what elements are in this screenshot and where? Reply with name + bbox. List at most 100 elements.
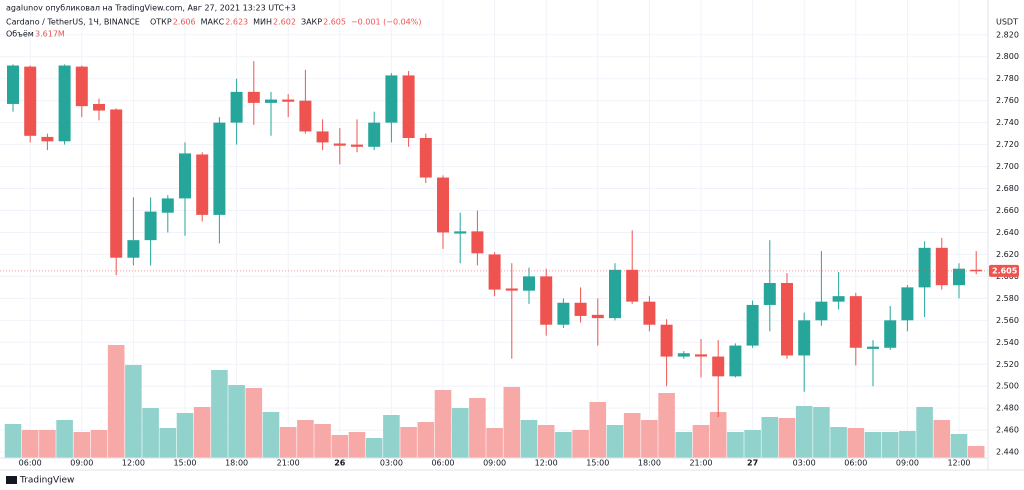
candle-body [24,66,37,136]
candle-body [368,122,381,147]
ohlc: ОТКР 2.606 МАКС 2.623 МИН 2.602 ЗАКР 2.605 −0.00… [150,18,421,27]
candle-body [437,177,449,233]
candle-body [419,138,432,178]
volume-bar [262,412,280,458]
ohlc-value: 2.602 [273,18,296,27]
volume-bar [56,420,73,458]
last-price-label: 2.605 [992,266,1018,275]
volume-bar [675,432,693,458]
x-tick-label: 12:00 [122,459,145,468]
candle-body [247,91,260,103]
candle-body [798,320,811,356]
candle-body [488,254,501,290]
candle-body [213,122,226,215]
x-tick-label: 15:00 [586,459,609,468]
volume-bar [795,406,813,458]
candle-body [540,276,553,325]
y-tick-label: 2.500 [996,382,1019,391]
candle-body [402,75,415,139]
volume-bar [21,430,39,458]
candle-body [161,198,174,213]
volume-bar [142,408,159,458]
volume-bar [193,407,211,458]
volume-name: Объём [6,30,34,39]
ohlc-label: ЗАКР [301,18,322,27]
x-tick-label: 09:00 [483,459,506,468]
volume-bar [39,430,56,458]
candle-body [660,324,673,357]
volume-bar [73,432,91,458]
y-tick-label: 2.680 [996,184,1019,193]
y-tick-label: 2.780 [996,74,1019,83]
volume-bar [572,430,589,458]
candle-body [471,231,484,254]
volume-bar [847,428,865,458]
y-tick-label: 2.720 [996,140,1019,149]
volume-bar [400,427,417,458]
candle-body [609,269,621,319]
volume-bar [451,408,469,458]
candle-body [815,301,828,321]
x-tick-label: 03:00 [380,459,403,468]
volume-bar [348,432,366,458]
volume-last: 3.617M [35,30,65,39]
y-tick-label: 2.640 [996,228,1019,237]
volume-bar [434,390,452,458]
candle-body [729,345,742,377]
y-tick-label: 2.440 [996,448,1019,457]
x-tick-label: 18:00 [225,459,248,468]
x-tick-label: 09:00 [70,459,93,468]
volume-bar [537,425,555,458]
x-tick-label: 21:00 [689,459,712,468]
y-tick-label: 2.760 [996,96,1019,105]
y-tick-label: 2.540 [996,338,1019,347]
volume-bar [658,393,675,458]
candle-body [867,346,879,349]
candle-body [385,75,398,123]
last-price-badge [989,264,1019,277]
ohlc-label: ОТКР [150,18,172,27]
volume-bar [692,425,710,458]
candle-body [196,154,209,215]
ohlc-label: МАКС [201,18,225,27]
volume-bar [125,365,142,458]
candle-body [781,282,793,356]
candle-body [557,302,570,325]
volume-bar [864,432,882,458]
volume-bar [555,432,572,458]
volume-bar [950,434,968,458]
volume-bar [589,402,607,458]
candle-body [144,211,157,241]
volume-bar [503,387,521,458]
marks [0,61,988,458]
x-tick-label: 18:00 [638,459,661,468]
volume-bar [761,417,779,458]
candle-body [901,287,914,321]
candle-body [626,269,639,302]
volume-bar [933,420,951,458]
x-tick-label: 12:00 [947,459,970,468]
x-tick-label: 12:00 [535,459,558,468]
change: −0.001 (−0.04%) [351,18,422,27]
ohlc-label: МИН [253,18,272,27]
candle-body [746,304,759,346]
candle-body [591,314,604,319]
candle-body [333,143,346,146]
volume-bar [107,345,125,458]
candle-body [230,91,243,123]
candle-body [41,136,54,142]
volume-bar [279,427,297,458]
x-tick-label: 26 [334,459,346,468]
volume-bar [727,432,744,458]
volume-bar [899,431,916,458]
candle-body [351,144,363,147]
candle-body [265,99,277,103]
volume-bar [331,435,349,458]
volume-bar [211,370,228,458]
volume-bar [245,388,263,458]
y-tick-label: 2.820 [996,30,1019,39]
logo: TradingView [19,476,74,486]
x-tick-label: 06:00 [844,459,867,468]
volume-bar [916,407,933,458]
volume-bar [967,445,985,458]
